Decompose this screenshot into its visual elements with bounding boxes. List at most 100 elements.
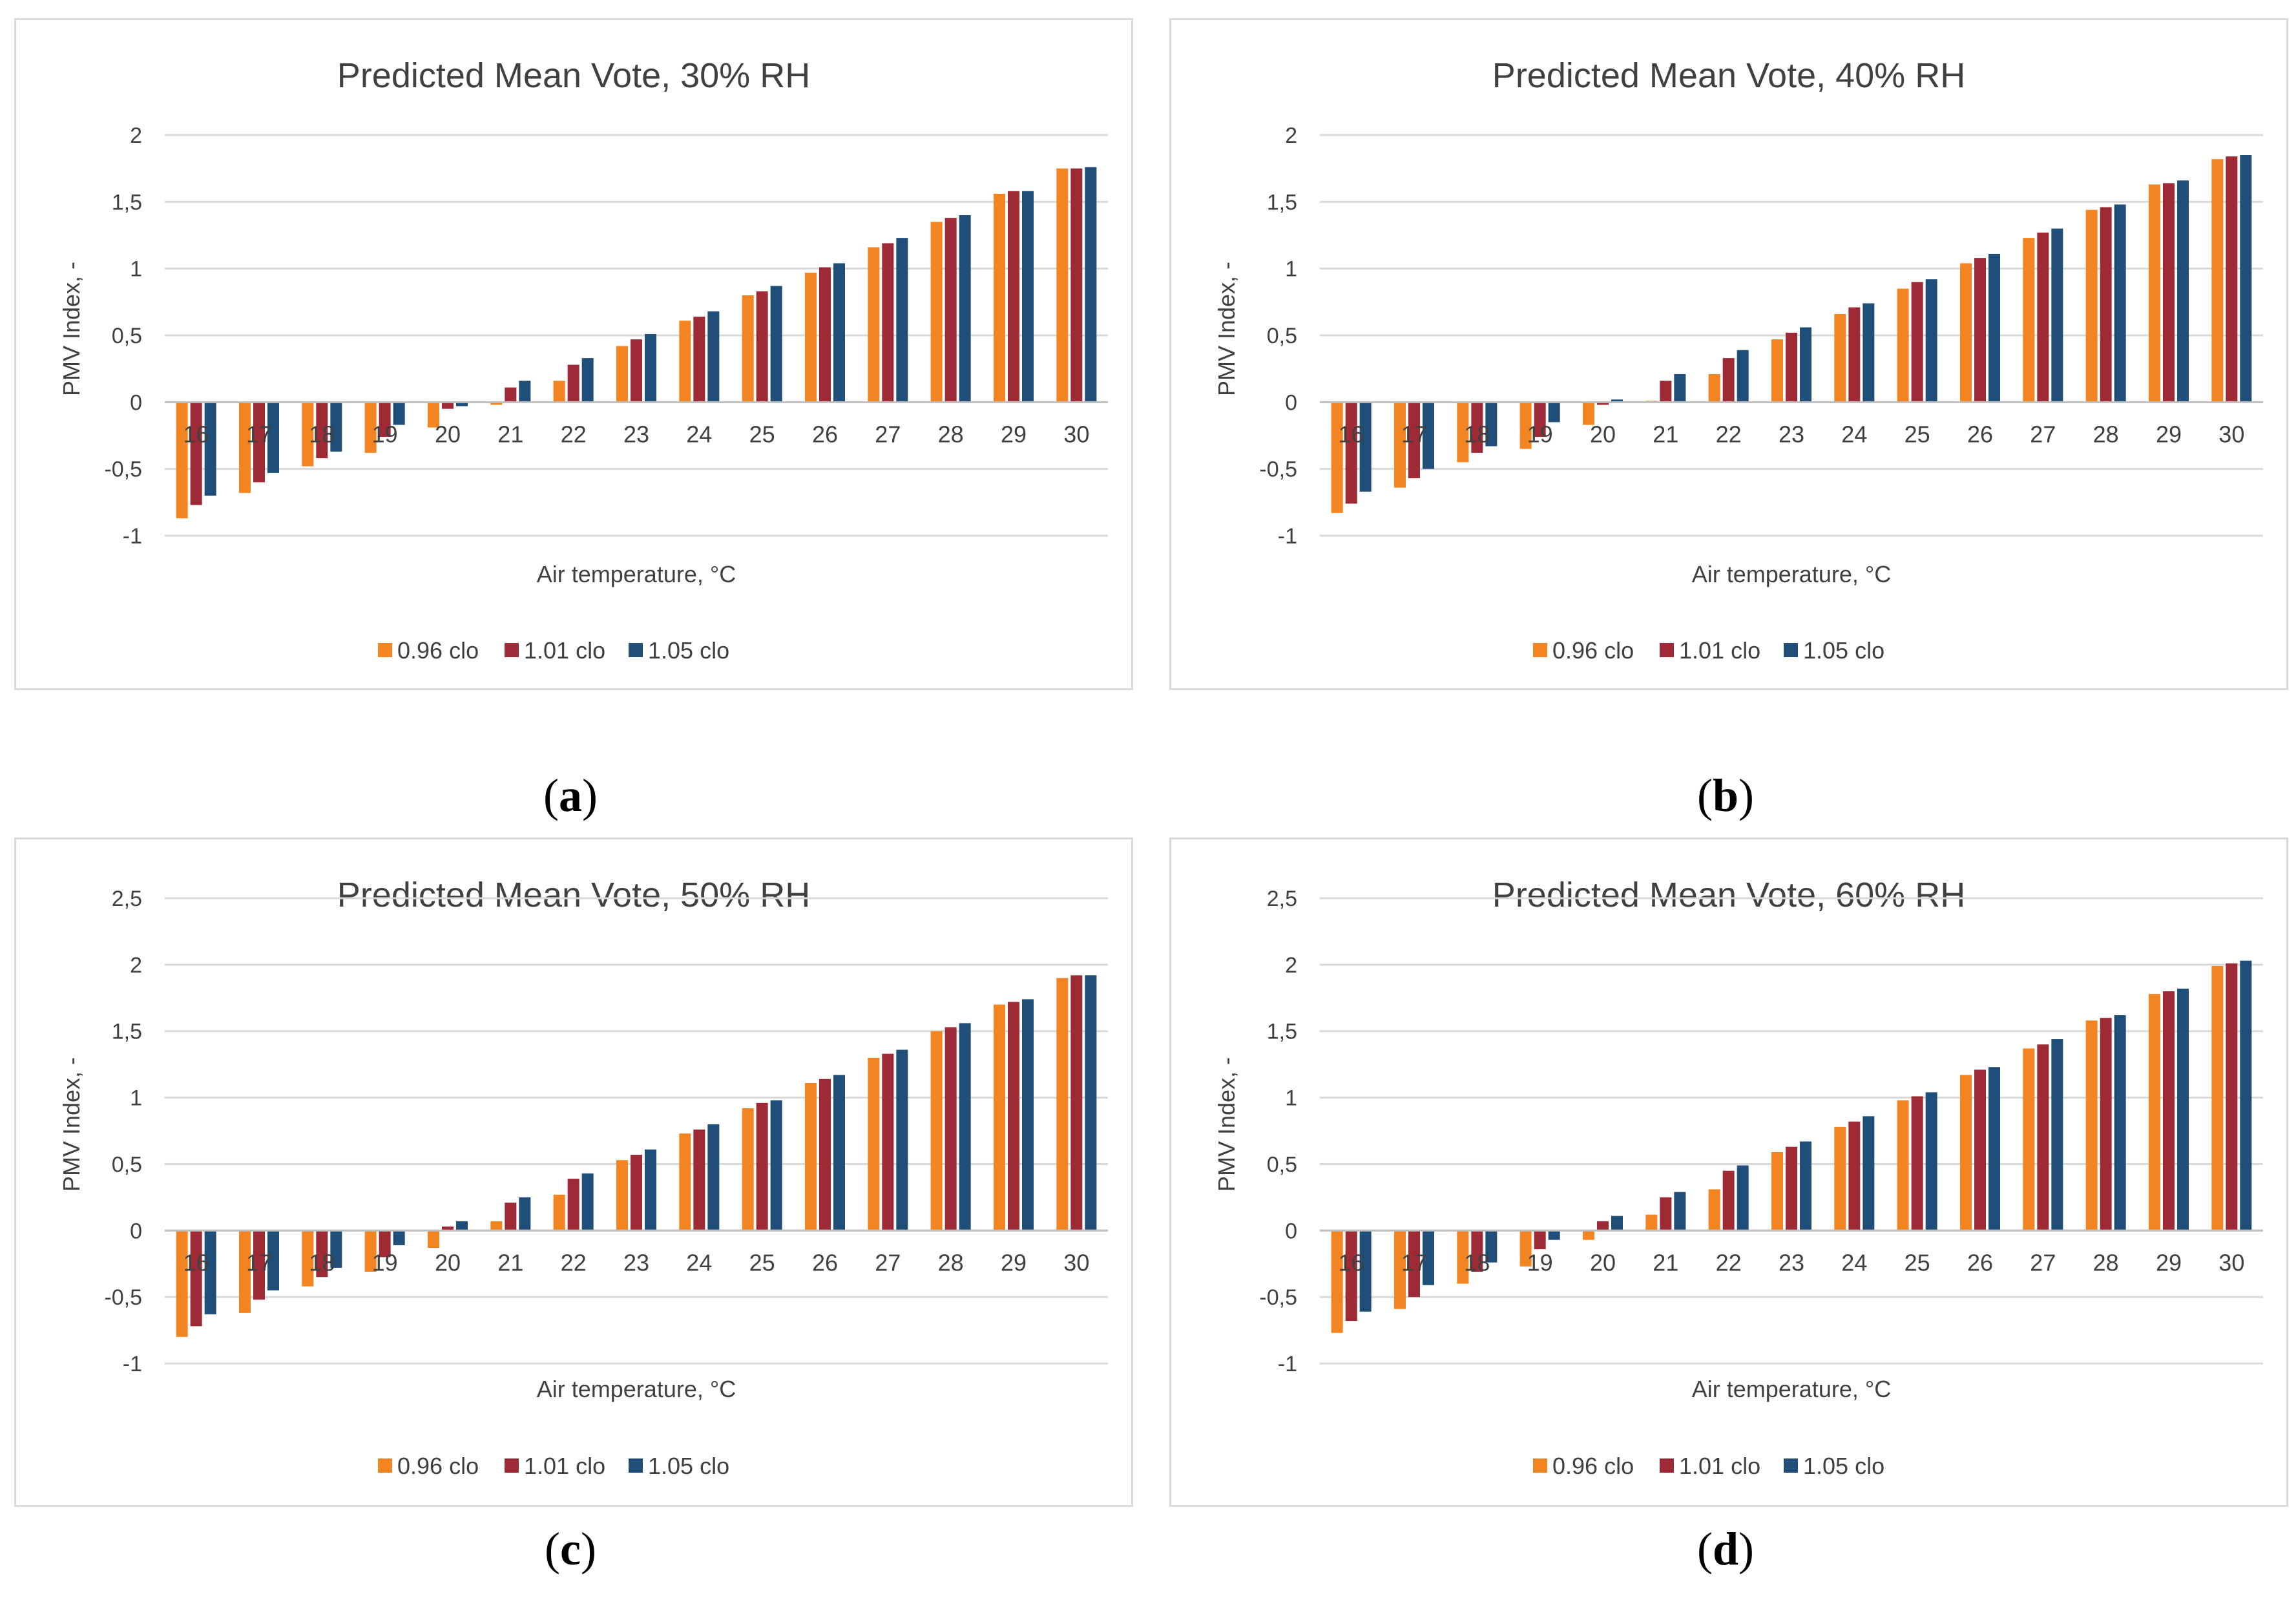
- bar-0-96-clo-30: [1056, 168, 1069, 403]
- bar-0-96-clo-19: [364, 1230, 377, 1272]
- bar-0-96-clo-19: [1519, 1230, 1532, 1267]
- x-tick-label: 27: [2030, 1249, 2056, 1276]
- legend-entry: 1.01 clo: [524, 637, 605, 664]
- y-tick-label: 1,5: [1267, 190, 1297, 215]
- bar-1-01-clo-30: [2226, 963, 2238, 1231]
- bar-1-05-clo-17: [267, 1230, 279, 1290]
- bar-1-05-clo-24: [1863, 1116, 1875, 1231]
- y-tick-label: 0: [130, 390, 142, 415]
- bar-1-05-clo-21: [519, 381, 531, 403]
- bar-1-05-clo-16: [204, 402, 216, 496]
- x-tick-label: 26: [1967, 1249, 1993, 1276]
- bar-1-01-clo-16: [1345, 1230, 1357, 1321]
- bar-1-05-clo-21: [519, 1197, 531, 1231]
- chart-panel-c: Predicted Mean Vote, 50% RH -1 -0,5 0 0,5 1 1,…: [14, 837, 1133, 1507]
- bar-1-01-clo-30: [1070, 168, 1083, 403]
- y-tick-label: 0,5: [112, 1152, 142, 1177]
- bar-1-01-clo-25: [1911, 1096, 1923, 1231]
- bar-1-05-clo-26: [833, 263, 845, 403]
- bar-1-05-clo-17: [1423, 1230, 1434, 1285]
- bar-1-01-clo-22: [1722, 1170, 1735, 1231]
- bar-0-96-clo-24: [679, 321, 691, 403]
- x-tick-label: 23: [623, 1249, 649, 1276]
- legend-swatch: [1533, 1458, 1547, 1473]
- bar-1-05-clo-19: [1548, 1230, 1560, 1240]
- legend-entry: 1.05 clo: [648, 637, 729, 664]
- x-tick-label: 16: [1339, 1249, 1364, 1276]
- bar-1-01-clo-18: [1471, 402, 1483, 453]
- bar-1-01-clo-21: [505, 387, 517, 403]
- bar-1-05-clo-26: [1988, 1067, 2000, 1231]
- bar-0-96-clo-30: [2211, 965, 2224, 1231]
- bar-0-96-clo-22: [1708, 374, 1720, 403]
- x-tick-label: 30: [1063, 421, 1089, 447]
- bar-1-01-clo-18: [316, 402, 328, 459]
- chart-panel-b: Predicted Mean Vote, 40% RH -1 -0,5 0 0,5 1 1,…: [1169, 18, 2288, 690]
- legend-swatch: [629, 643, 643, 657]
- bar-1-05-clo-18: [330, 402, 342, 452]
- x-tick-label: 17: [1401, 1249, 1427, 1276]
- bar-1-01-clo-28: [944, 218, 957, 403]
- legend-swatch: [1660, 643, 1674, 657]
- bar-0-96-clo-26: [805, 1082, 817, 1231]
- caption-d: (d): [1696, 1523, 1754, 1575]
- y-tick-label: 1: [130, 257, 142, 282]
- bar-1-05-clo-16: [1359, 402, 1372, 492]
- bar-1-05-clo-28: [2114, 1015, 2126, 1231]
- y-tick-label: 0,5: [1267, 1152, 1297, 1177]
- bar-1-05-clo-23: [645, 1149, 656, 1231]
- y-tick-label: 1,5: [112, 190, 142, 215]
- bar-1-01-clo-23: [1786, 332, 1797, 403]
- bar-1-01-clo-28: [2100, 1018, 2112, 1231]
- bar-1-01-clo-16: [190, 1230, 202, 1327]
- y-tick-label: 1,5: [1267, 1020, 1297, 1044]
- legend-entry: 1.01 clo: [1679, 1453, 1760, 1479]
- x-tick-label: 20: [1590, 1249, 1616, 1276]
- bar-1-05-clo-26: [833, 1075, 845, 1231]
- y-tick-label: 0: [1285, 1219, 1297, 1243]
- bar-0-96-clo-28: [2085, 209, 2098, 403]
- bar-1-05-clo-30: [2240, 960, 2252, 1231]
- x-tick-label: 30: [2218, 421, 2244, 447]
- bar-0-96-clo-27: [2023, 238, 2035, 403]
- bar-1-01-clo-25: [756, 291, 768, 403]
- bar-0-96-clo-30: [1056, 978, 1069, 1231]
- bar-1-05-clo-16: [1359, 1230, 1372, 1312]
- x-tick-label: 29: [1001, 421, 1027, 447]
- y-tick-label: -1: [123, 1352, 142, 1376]
- bar-1-05-clo-22: [1737, 1165, 1749, 1231]
- x-tick-label: 23: [623, 421, 649, 447]
- bar-1-01-clo-27: [882, 1053, 894, 1231]
- bar-0-96-clo-29: [2149, 994, 2160, 1231]
- y-tick-label: 1: [1285, 257, 1297, 282]
- bar-1-05-clo-30: [2240, 155, 2252, 403]
- x-tick-label: 18: [309, 421, 335, 447]
- bar-1-05-clo-22: [581, 1173, 594, 1231]
- bar-1-05-clo-20: [456, 1221, 468, 1231]
- bar-1-01-clo-28: [2100, 207, 2112, 403]
- bar-0-96-clo-29: [994, 193, 1005, 403]
- bar-1-01-clo-20: [1597, 1221, 1609, 1231]
- x-tick-label: 30: [2218, 1249, 2244, 1276]
- x-tick-label: 20: [1590, 421, 1616, 447]
- x-tick-label: 16: [183, 1249, 209, 1276]
- bar-1-01-clo-25: [1911, 282, 1923, 403]
- bar-1-05-clo-26: [1988, 253, 2000, 403]
- bar-1-05-clo-28: [2114, 204, 2126, 403]
- caption-a: (a): [543, 770, 598, 821]
- bar-1-01-clo-30: [1070, 975, 1083, 1231]
- x-tick-label: 16: [183, 421, 209, 447]
- bar-0-96-clo-28: [930, 1031, 943, 1231]
- y-tick-label: -1: [1278, 524, 1297, 549]
- chart-svg: Predicted Mean Vote, 50% RH -1 -0,5 0 0,5 1 1,…: [58, 876, 1108, 1479]
- bar-0-96-clo-20: [1583, 402, 1594, 425]
- bar-0-96-clo-16: [176, 402, 188, 519]
- bar-1-01-clo-21: [1660, 1197, 1672, 1231]
- x-axis-label: Air temperature, °C: [1692, 1376, 1892, 1402]
- bar-1-05-clo-17: [1423, 402, 1434, 469]
- bar-0-96-clo-25: [742, 295, 754, 403]
- bar-1-05-clo-27: [2051, 1039, 2063, 1231]
- bar-1-05-clo-22: [581, 358, 594, 403]
- legend-entry: 1.05 clo: [1803, 1453, 1884, 1479]
- x-tick-label: 28: [2093, 421, 2119, 447]
